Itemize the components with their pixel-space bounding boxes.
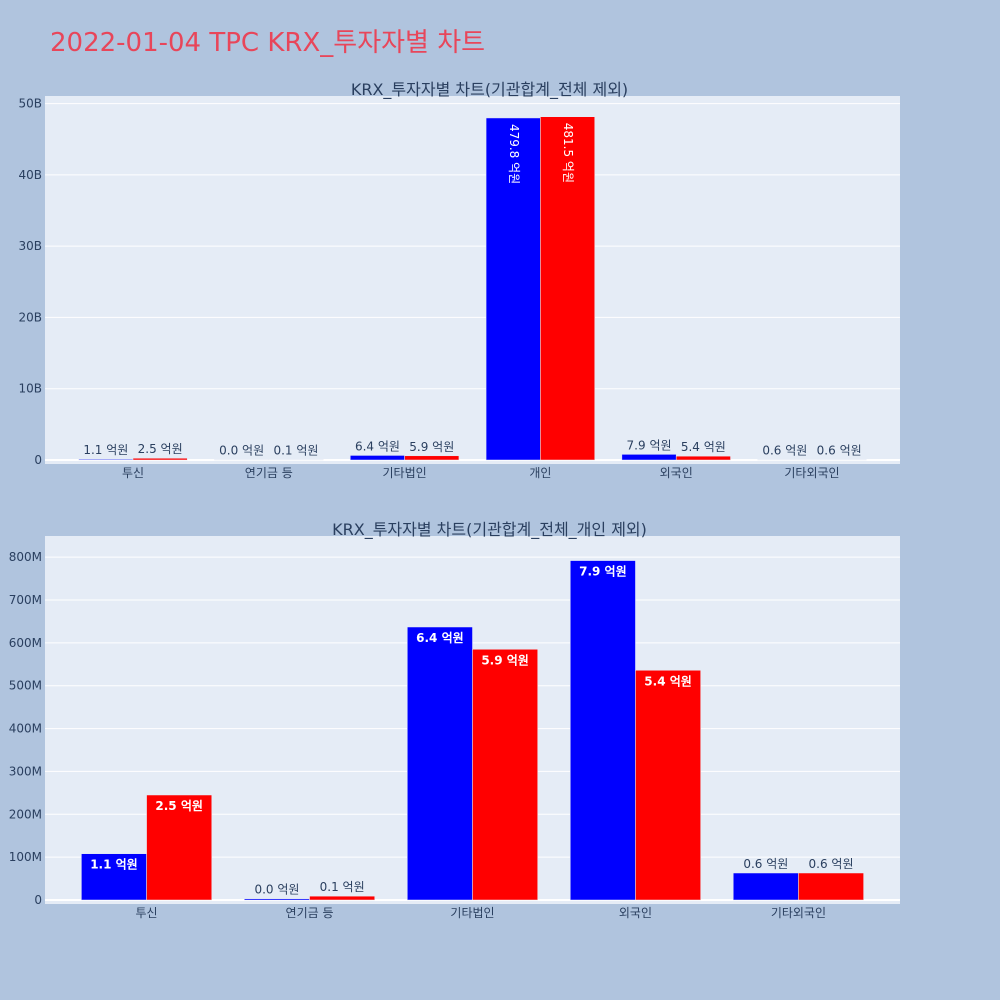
bar-series-2 (472, 649, 538, 901)
data-label: 1.1 억원 (83, 443, 128, 457)
data-label: 1.1 억원 (90, 858, 138, 872)
x-tick-label: 연기금 등 (245, 466, 293, 480)
data-label: 479.8 억원 (507, 124, 521, 184)
bar-series-1 (78, 458, 134, 461)
x-tick-label: 개인 (529, 466, 551, 480)
x-tick-label: 기타외국인 (784, 466, 839, 480)
data-label: 5.9 억원 (481, 653, 529, 667)
bar-series-1 (81, 853, 147, 901)
bar-series-2 (540, 116, 595, 461)
data-label: 6.4 억원 (355, 439, 400, 453)
data-label: 6.4 억원 (416, 631, 464, 645)
y-tick-label: 700M (9, 593, 42, 607)
y-tick-label: 600M (9, 636, 42, 650)
data-label: 0.6 억원 (743, 857, 788, 871)
data-label: 0.6 억원 (762, 444, 807, 458)
x-tick-label: 외국인 (660, 466, 693, 480)
y-tick-label: 30B (18, 239, 42, 253)
data-label: 5.9 억원 (409, 440, 454, 454)
data-label: 5.4 억원 (644, 674, 692, 688)
plot-area (45, 96, 900, 464)
data-label: 2.5 억원 (138, 442, 183, 456)
data-label: 0.6 억원 (817, 444, 862, 458)
data-label: 0.0 억원 (219, 444, 264, 458)
chart-2: 0 100M 200M 300M 400M 500M 600M 700M 800M KRX_투자자… (9, 520, 900, 920)
x-tick-label: 외국인 (619, 906, 652, 920)
chart-1: 0 10B 20B 30B 40B 50B KRX_투자자별 차트(기관합계_전체 제외) 투… (18, 80, 900, 480)
x-tick-label: 기타법인 (383, 466, 427, 480)
chart-title: KRX_투자자별 차트(기관합계_전체 제외) (351, 80, 628, 100)
bar-series-2 (132, 457, 188, 461)
data-label: 481.5 억원 (561, 123, 575, 183)
y-tick-label: 0 (34, 893, 42, 907)
y-tick-label: 50B (18, 97, 42, 111)
x-tick-label: 투신 (136, 906, 158, 920)
bar-series-2 (268, 459, 324, 461)
bar-series-1 (244, 898, 310, 901)
y-tick-label: 200M (9, 807, 42, 821)
x-tick-label: 연기금 등 (286, 906, 334, 920)
data-label: 7.9 억원 (579, 565, 627, 579)
bar-series-1 (350, 455, 405, 461)
page-title: 2022-01-04 TPC KRX_투자자별 차트 (50, 28, 486, 58)
x-tick-label: 기타법인 (450, 906, 494, 920)
y-tick-label: 500M (9, 679, 42, 693)
bar-series-2 (675, 455, 731, 461)
bar-series-2 (811, 459, 867, 461)
bar-series-1 (757, 459, 813, 461)
data-label: 0.1 억원 (273, 444, 318, 458)
bar-series-1 (621, 454, 677, 461)
bar-series-1 (214, 459, 270, 461)
x-tick-label: 투신 (122, 466, 144, 480)
y-tick-label: 100M (9, 850, 42, 864)
data-label: 7.9 억원 (627, 438, 672, 452)
y-tick-label: 40B (18, 168, 42, 182)
chart-title: KRX_투자자별 차트(기관합계_전체_개인 제외) (332, 520, 647, 540)
y-tick-label: 800M (9, 550, 42, 564)
bar-series-1 (407, 626, 473, 901)
bar-series-2 (635, 670, 701, 901)
y-tick-label: 400M (9, 722, 42, 736)
data-label: 0.0 억원 (254, 883, 299, 897)
y-tick-label: 10B (18, 382, 42, 396)
y-tick-label: 0 (34, 453, 42, 467)
y-tick-label: 20B (18, 310, 42, 324)
data-label: 0.1 억원 (320, 880, 365, 894)
bar-series-1 (732, 872, 799, 901)
y-tick-label: 300M (9, 764, 42, 778)
data-label: 5.4 억원 (681, 440, 726, 454)
bar-series-2 (798, 872, 864, 901)
bar-series-1 (570, 560, 636, 901)
bar-series-2 (309, 895, 375, 901)
bar-series-2 (404, 455, 460, 461)
data-label: 2.5 억원 (155, 799, 203, 813)
data-label: 0.6 억원 (809, 857, 854, 871)
x-tick-label: 기타외국인 (771, 906, 826, 920)
bar-series-2 (146, 794, 213, 901)
